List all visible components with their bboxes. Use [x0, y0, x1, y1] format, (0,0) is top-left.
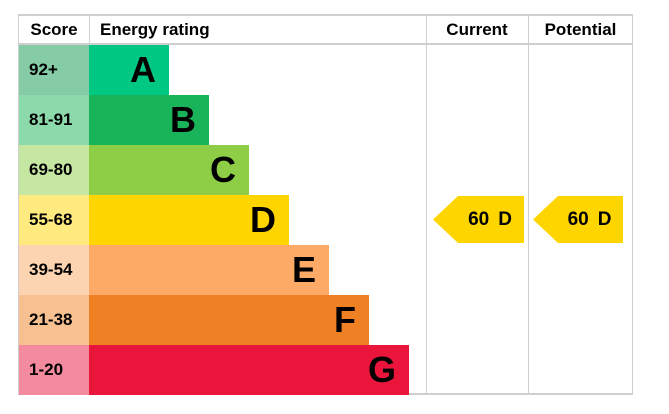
band-bar-a: A: [89, 45, 169, 95]
band-bar-c: C: [89, 145, 249, 195]
band-row-d: 55-68 D: [19, 195, 409, 245]
band-row-b: 81-91 B: [19, 95, 409, 145]
score-range-c: 69-80: [19, 145, 89, 195]
band-bar-f: F: [89, 295, 369, 345]
score-range-a: 92+: [19, 45, 89, 95]
band-rows: 92+ A 81-91 B 69-80 C 55-68 D 39-54 E 21…: [19, 45, 409, 395]
band-letter-e: E: [291, 249, 316, 290]
band-row-c: 69-80 C: [19, 145, 409, 195]
potential-rating-arrow: 60 D: [533, 196, 623, 243]
band-bar-b: B: [89, 95, 209, 145]
band-bar-e: E: [89, 245, 329, 295]
potential-rating-value: 60: [567, 208, 589, 230]
band-row-f: 21-38 F: [19, 295, 409, 345]
score-range-e: 39-54: [19, 245, 89, 295]
score-range-f: 21-38: [19, 295, 89, 345]
band-row-e: 39-54 E: [19, 245, 409, 295]
band-letter-d: D: [250, 199, 276, 240]
band-letter-b: B: [170, 99, 196, 140]
band-letter-a: A: [130, 49, 156, 90]
current-rating-value: 60: [468, 208, 490, 230]
current-rating-arrow: 60 D: [433, 196, 524, 243]
score-range-b: 81-91: [19, 95, 89, 145]
band-row-a: 92+ A: [19, 45, 409, 95]
table-header-row: Score Energy rating Current Potential: [19, 16, 632, 45]
band-bar-d: D: [89, 195, 289, 245]
potential-column-header: Potential: [544, 19, 617, 39]
band-letter-c: C: [210, 149, 236, 190]
band-letter-g: G: [367, 349, 396, 390]
epc-table: Score Energy rating Current Potential 92…: [18, 14, 633, 395]
score-range-g: 1-20: [19, 345, 89, 395]
score-column-header: Score: [30, 19, 78, 39]
band-bar-g: G: [89, 345, 409, 395]
divider-rating-current: [426, 16, 427, 393]
current-rating-band: D: [498, 208, 512, 230]
score-range-d: 55-68: [19, 195, 89, 245]
divider-current-potential: [528, 16, 529, 393]
current-column-header: Current: [446, 19, 508, 39]
band-letter-f: F: [334, 299, 356, 340]
band-row-g: 1-20 G: [19, 345, 409, 395]
potential-rating-band: D: [597, 208, 612, 230]
energy-rating-column-header: Energy rating: [100, 19, 210, 39]
